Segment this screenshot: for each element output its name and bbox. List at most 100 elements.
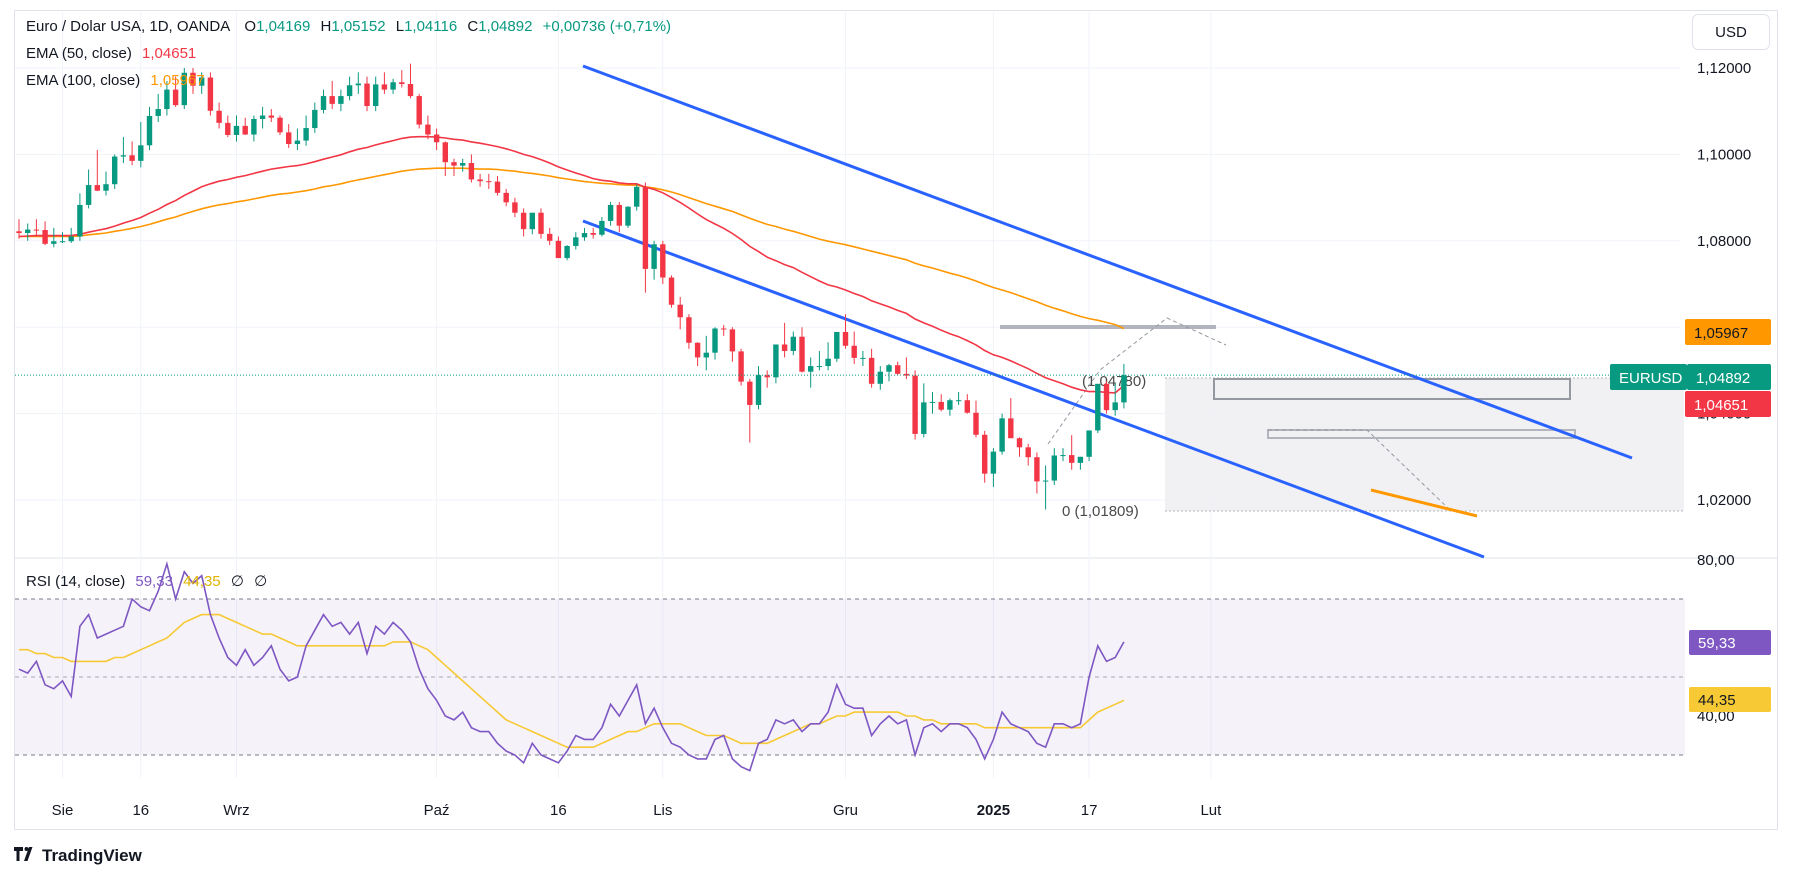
candle-body bbox=[364, 83, 370, 107]
candle-body bbox=[573, 237, 579, 246]
candle-body bbox=[277, 117, 283, 133]
candle-body bbox=[773, 344, 779, 378]
candle-body bbox=[947, 400, 953, 410]
candle-body bbox=[660, 244, 666, 278]
rsi-value-badge-bg bbox=[1689, 630, 1771, 655]
candle-body bbox=[1069, 455, 1075, 463]
ema50-line bbox=[18, 135, 1125, 394]
candle-body bbox=[677, 304, 683, 318]
candle-body bbox=[155, 109, 161, 116]
candle-body bbox=[764, 375, 770, 378]
candle-body bbox=[1060, 455, 1066, 457]
time-axis-label: Wrz bbox=[223, 802, 249, 819]
rsi-ma-line bbox=[19, 613, 1125, 748]
candle-body bbox=[120, 155, 127, 157]
candle-body bbox=[520, 212, 527, 230]
candle-body bbox=[1112, 402, 1118, 411]
candle-body bbox=[842, 331, 849, 346]
time-axis-label: 16 bbox=[132, 802, 149, 819]
candle-body bbox=[1095, 383, 1101, 431]
candle-body bbox=[355, 83, 361, 86]
ema100-price-badge: 1,05967 bbox=[1694, 325, 1748, 342]
candle-body bbox=[816, 366, 823, 368]
ema50-value: 1,04651 bbox=[142, 45, 197, 62]
candle-body bbox=[172, 89, 179, 106]
candle-body bbox=[312, 109, 318, 129]
rsi-legend[interactable]: RSI (14, close) 59,33 44,35 ∅ ∅ bbox=[26, 572, 273, 590]
candle-body bbox=[294, 140, 301, 145]
candle-body bbox=[138, 145, 144, 161]
candle-body bbox=[286, 132, 292, 145]
candle-body bbox=[1008, 418, 1014, 439]
candle-body bbox=[216, 110, 222, 123]
fib-level-top-label: (1,04780) bbox=[1082, 373, 1146, 390]
candle-body bbox=[747, 381, 753, 405]
rsi-axis-tick: 40,00 bbox=[1697, 708, 1735, 725]
candle-body bbox=[303, 128, 309, 141]
candle-body bbox=[616, 204, 622, 226]
candle-body bbox=[1121, 375, 1127, 403]
candle-body bbox=[668, 277, 675, 305]
last-price-badge: 1,04892 bbox=[1696, 370, 1750, 387]
candle-body bbox=[1016, 438, 1023, 448]
candle-body bbox=[1103, 383, 1110, 411]
candle-body bbox=[712, 328, 718, 353]
candle-body bbox=[921, 402, 927, 434]
candle-body bbox=[190, 72, 196, 86]
candle-body bbox=[207, 77, 214, 111]
time-axis-label: Lis bbox=[653, 802, 672, 819]
candle-body bbox=[590, 233, 596, 235]
candle-body bbox=[442, 142, 448, 163]
rsi-ma-badge-bg bbox=[1689, 687, 1771, 712]
rsi-label: RSI (14, close) bbox=[26, 573, 126, 590]
candle-body bbox=[320, 96, 327, 110]
pattern-dashed-line-1 bbox=[1047, 317, 1227, 445]
candle-body bbox=[251, 118, 257, 135]
candle-body bbox=[729, 329, 736, 352]
candle-body bbox=[834, 331, 840, 359]
ema100-price-badge-bg bbox=[1685, 319, 1771, 345]
currency-selector[interactable]: USD bbox=[1692, 14, 1770, 50]
candle-body bbox=[564, 245, 570, 259]
candle-body bbox=[625, 206, 631, 226]
candle-body bbox=[781, 344, 788, 351]
candle-body bbox=[851, 345, 857, 358]
divergence-line bbox=[1370, 488, 1478, 518]
candle-body bbox=[268, 115, 274, 118]
currency-label: USD bbox=[1715, 23, 1747, 41]
candle-body bbox=[1034, 457, 1040, 482]
candle-body bbox=[512, 202, 518, 213]
candle-body bbox=[85, 185, 92, 205]
rsi-value: 59,33 bbox=[135, 573, 173, 590]
brand-logo[interactable]: TradingView bbox=[14, 846, 142, 866]
last-price-badge-bg bbox=[1687, 364, 1771, 390]
candle-body bbox=[164, 89, 170, 110]
candle-body bbox=[955, 400, 962, 402]
candle-body bbox=[77, 204, 83, 237]
ema100-value: 1,05967 bbox=[150, 72, 205, 89]
candle-body bbox=[112, 156, 118, 185]
candle-body bbox=[581, 233, 588, 238]
candle-body bbox=[329, 96, 335, 104]
candle-body bbox=[738, 351, 744, 382]
candle-body bbox=[868, 357, 875, 384]
candle-body bbox=[982, 434, 988, 474]
candle-body bbox=[494, 181, 501, 193]
price-axis-tick: 1,12000 bbox=[1697, 60, 1751, 77]
candle-body bbox=[468, 163, 475, 180]
candle-body bbox=[390, 82, 396, 90]
channel-lower-line bbox=[582, 219, 1485, 559]
candle-body bbox=[451, 162, 457, 166]
candle-body bbox=[790, 336, 796, 351]
symbol-title[interactable]: Euro / Dolar USA, 1D, OANDA bbox=[26, 18, 231, 35]
candle-body bbox=[33, 229, 40, 231]
price-change: +0,00736 (+0,71%) bbox=[542, 18, 672, 35]
ema100-legend[interactable]: EMA (100, close) 1,05967 bbox=[26, 72, 211, 89]
channel-upper-line bbox=[582, 64, 1633, 460]
candle-body bbox=[825, 358, 831, 367]
candle-body bbox=[433, 134, 440, 143]
candle-body bbox=[199, 77, 205, 86]
ema50-legend[interactable]: EMA (50, close) 1,04651 bbox=[26, 45, 202, 62]
ohlc-close: C1,04892 bbox=[467, 18, 533, 35]
